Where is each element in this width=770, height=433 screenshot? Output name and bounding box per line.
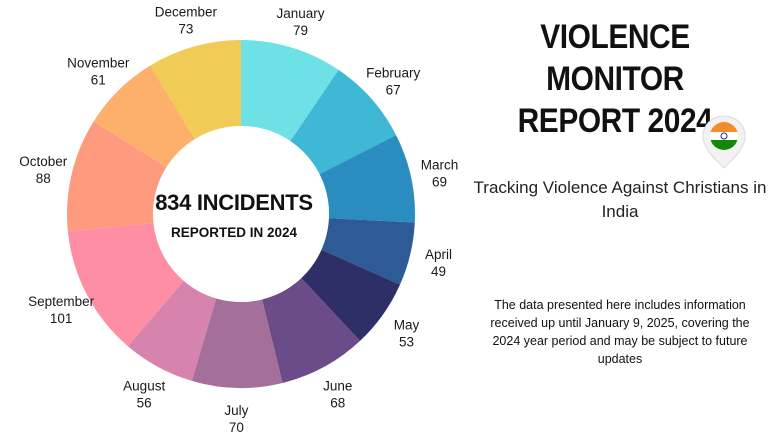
report-title-line2: REPORT 2024 — [517, 102, 713, 140]
label-month: July — [224, 403, 248, 418]
report-title: VIOLENCE MONITOR REPORT 2024 — [487, 16, 742, 142]
label-month: May — [394, 318, 420, 333]
label-value: 53 — [399, 335, 414, 350]
slice-april — [321, 218, 415, 285]
label-value: 73 — [178, 22, 193, 37]
donut-chart: 834 INCIDENTS REPORTED IN 2024 January 79… — [19, 5, 458, 433]
label-month: October — [19, 154, 68, 169]
label-october: October 88 — [19, 154, 68, 186]
label-value: 88 — [36, 171, 51, 186]
label-march: March 69 — [421, 158, 459, 190]
slice-july — [191, 298, 283, 388]
center-subtitle: REPORTED IN 2024 — [171, 225, 298, 240]
label-month: December — [155, 5, 218, 20]
label-january: January 79 — [276, 6, 324, 38]
label-value: 70 — [229, 420, 244, 433]
label-value: 101 — [50, 311, 73, 326]
center-title: 834 INCIDENTS — [155, 190, 312, 215]
data-note: The data presented here includes informa… — [490, 298, 750, 366]
slice-august — [127, 280, 217, 381]
label-april: April 49 — [425, 247, 452, 279]
slice-october — [67, 121, 167, 232]
label-month: June — [323, 378, 352, 393]
label-month: August — [123, 378, 165, 393]
label-month: February — [366, 66, 420, 81]
slice-november — [93, 65, 196, 168]
slice-january — [241, 40, 339, 142]
donut-hole — [153, 126, 329, 302]
label-value: 69 — [432, 175, 447, 190]
chart-labels: January 79 February 67 March 69 April 49 May 53 Ju… — [19, 5, 458, 433]
label-december: December 73 — [155, 5, 218, 37]
slice-february — [290, 69, 397, 175]
label-month: September — [28, 294, 95, 309]
slice-december — [150, 40, 241, 139]
slice-june — [262, 278, 361, 383]
label-july: July 70 — [224, 403, 248, 433]
label-value: 56 — [137, 395, 152, 410]
label-value: 49 — [431, 264, 446, 279]
label-month: January — [276, 6, 324, 21]
label-february: February 67 — [366, 66, 420, 98]
label-value: 68 — [330, 395, 345, 410]
label-month: November — [67, 56, 130, 71]
label-may: May 53 — [394, 318, 420, 350]
label-month: March — [421, 158, 459, 173]
slice-may — [301, 249, 401, 341]
label-value: 61 — [91, 73, 106, 88]
slice-september — [67, 222, 184, 347]
slice-march — [319, 135, 415, 223]
report-subtitle: Tracking Violence Against Christians in … — [473, 178, 767, 221]
label-june: June 68 — [323, 378, 352, 410]
label-value: 67 — [386, 83, 401, 98]
chart-slices — [67, 40, 415, 388]
label-september: September 101 — [28, 294, 95, 326]
report-title-line1: VIOLENCE MONITOR — [540, 18, 690, 98]
label-august: August 56 — [123, 378, 165, 410]
label-november: November 61 — [67, 56, 130, 88]
india-flag-pin-icon — [702, 115, 746, 169]
label-month: April — [425, 247, 452, 262]
label-value: 79 — [293, 23, 308, 38]
